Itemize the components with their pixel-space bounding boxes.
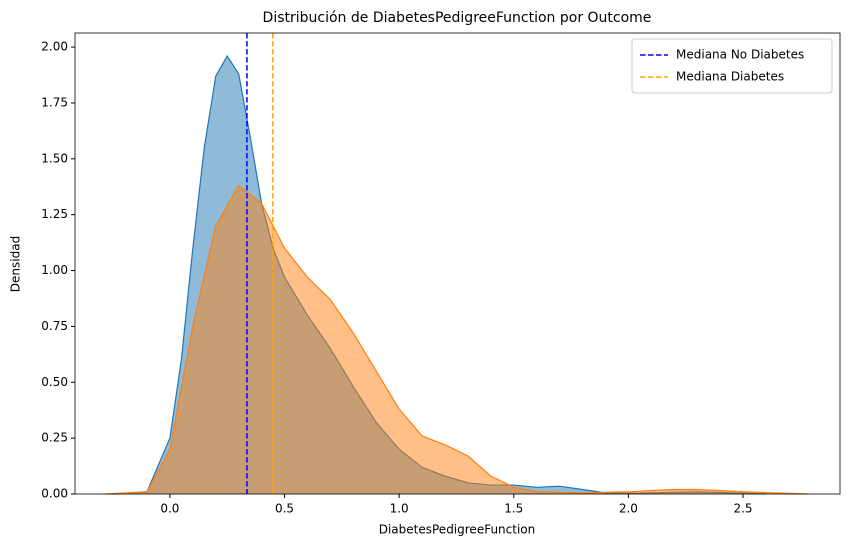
y-tick-label: 1.75	[41, 95, 68, 109]
legend-box	[631, 38, 833, 94]
y-tick-label: 2.00	[41, 40, 68, 54]
legend-label: Mediana Diabetes	[676, 70, 784, 84]
y-axis-label: Densidad	[9, 236, 23, 292]
density-area	[105, 185, 808, 495]
y-tick-label: 1.25	[41, 207, 68, 221]
x-tick-label: 2.0	[619, 502, 638, 516]
legend: Mediana No Diabetes Mediana Diabetes	[631, 38, 833, 94]
legend-label: Mediana No Diabetes	[676, 48, 804, 62]
y-tick-label: 1.00	[41, 263, 68, 277]
x-axis-label: DiabetesPedigreeFunction	[379, 523, 536, 537]
y-tick-label: 0.25	[41, 431, 68, 445]
x-tick-label: 2.5	[733, 502, 752, 516]
y-tick-label: 1.50	[41, 151, 68, 165]
y-tick-label: 0.75	[41, 319, 68, 333]
y-tick-label: 0.50	[41, 375, 68, 389]
plot-frame	[74, 32, 841, 495]
density-line	[105, 184, 808, 495]
x-tick-label: 0.0	[160, 502, 179, 516]
y-tick-label: 0.00	[41, 487, 68, 501]
x-tick-label: 1.0	[390, 502, 409, 516]
chart-title: Distribución de DiabetesPedigreeFunction…	[263, 10, 652, 26]
x-tick-label: 1.5	[504, 502, 523, 516]
x-tick-label: 0.5	[275, 502, 294, 516]
